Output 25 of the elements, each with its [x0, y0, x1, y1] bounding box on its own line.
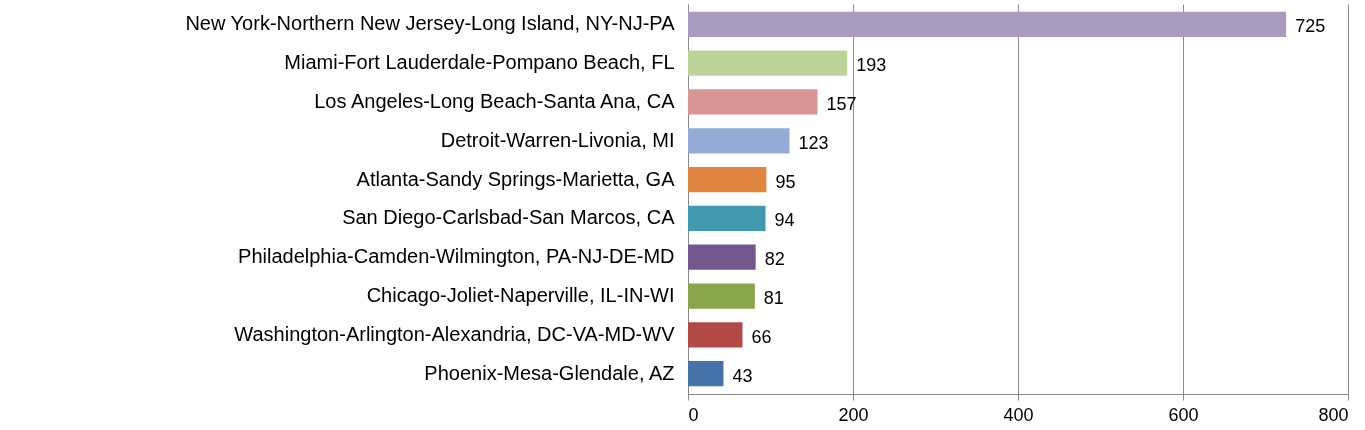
data-label: 94: [774, 210, 795, 231]
y-tick-label: Detroit-Warren-Livonia, MI: [440, 128, 675, 151]
data-label: 123: [798, 132, 829, 153]
y-tick-label: Philadelphia-Camden-Wilmington, PA-NJ-DE-MD: [238, 245, 675, 268]
x-tick-label: 800: [1318, 404, 1349, 425]
x-tick-label: 600: [1168, 404, 1199, 425]
data-label: 81: [763, 288, 784, 309]
y-tick-label: Los Angeles-Long Beach-Santa Ana, CA: [314, 89, 676, 112]
y-tick-label: San Diego-Carlsbad-San Marcos, CA: [342, 206, 676, 229]
data-label: 82: [764, 249, 785, 270]
data-label: 95: [775, 171, 796, 192]
data-label: 157: [826, 93, 857, 114]
data-label: 193: [856, 55, 887, 76]
x-tick-label: 200: [838, 404, 869, 425]
y-tick-label: Chicago-Joliet-Naperville, IL-IN-WI: [366, 284, 675, 307]
y-tick-label: Washington-Arlington-Alexandria, DC-VA-MD-WV: [234, 322, 676, 345]
y-tick-label: Atlanta-Sandy Springs-Marietta, GA: [356, 167, 676, 190]
data-label: 66: [751, 326, 772, 347]
x-tick-label: 0: [688, 404, 699, 425]
data-label: 43: [732, 365, 753, 386]
data-label: 725: [1295, 16, 1326, 37]
x-tick-label: 400: [1003, 404, 1034, 425]
y-tick-label: Phoenix-Mesa-Glendale, AZ: [424, 361, 675, 384]
y-tick-label: New York-Northern New Jersey-Long Island, NY-NJ-PA: [185, 12, 676, 35]
y-tick-label: Miami-Fort Lauderdale-Pompano Beach, FL: [284, 51, 675, 74]
